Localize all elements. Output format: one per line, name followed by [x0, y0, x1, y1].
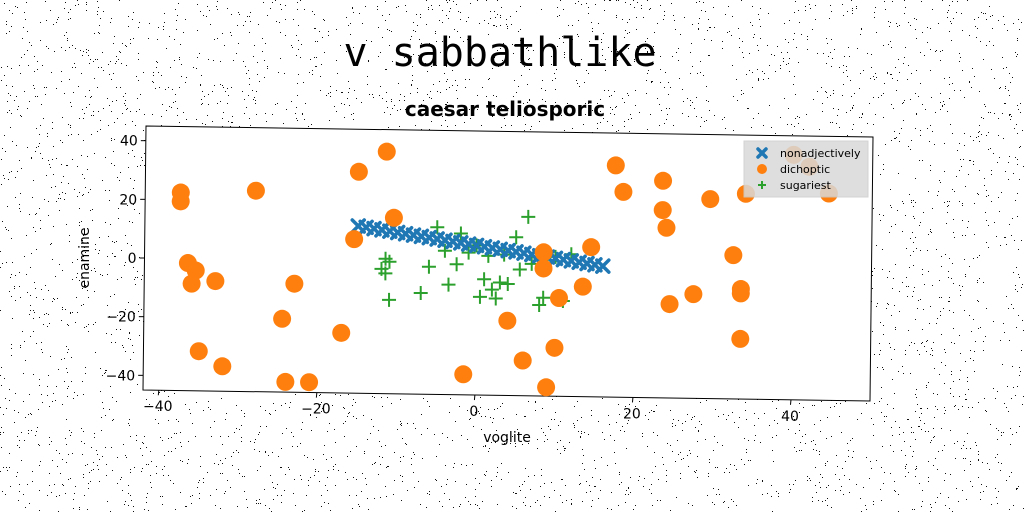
y-axis-label: enamine [77, 227, 93, 288]
data-point [213, 357, 232, 376]
x-tick-mark [315, 392, 318, 398]
data-point [382, 292, 397, 307]
data-point [477, 272, 492, 287]
data-point [701, 190, 720, 209]
chart-title: caesar teliosporic [405, 97, 605, 121]
x-tick-mark [789, 399, 792, 405]
data-point [378, 266, 393, 281]
legend-label: dichoptic [780, 163, 830, 176]
x-tick-mark [631, 397, 634, 403]
plot-area [142, 125, 874, 402]
x-axis-label: voglite [483, 430, 531, 446]
data-point [573, 277, 592, 296]
page-title: v sabbathlike [343, 30, 657, 76]
y-tick-label: 40 [120, 134, 138, 150]
data-point [549, 289, 568, 308]
legend-item: nonadjectively [756, 147, 861, 160]
data-point [437, 243, 452, 258]
axes-frame [142, 125, 874, 402]
x-tick-mark [157, 390, 160, 396]
series-dichoptic [171, 142, 838, 397]
data-point [384, 208, 403, 227]
axes: caesar teliosporic voglite enamine −40 −2… [77, 97, 799, 446]
y-tick-label: −20 [106, 310, 136, 326]
data-point [449, 257, 464, 272]
data-point [545, 338, 564, 357]
x-tick-mark [473, 394, 476, 401]
x-tick-label: −20 [301, 402, 331, 418]
data-point [724, 246, 743, 265]
data-point [492, 275, 507, 290]
data-point [500, 277, 515, 292]
data-point [595, 258, 611, 274]
data-point [731, 329, 750, 348]
data-point [453, 226, 468, 241]
legend-marker [757, 164, 767, 174]
data-point [349, 162, 368, 181]
data-point [532, 298, 547, 313]
data-point [461, 245, 476, 260]
data-marks [171, 142, 838, 397]
data-point [731, 284, 750, 303]
data-point [171, 192, 190, 211]
data-point [606, 156, 625, 175]
data-point [182, 274, 201, 293]
data-point [421, 259, 436, 274]
data-point [513, 351, 532, 370]
data-point [498, 311, 517, 330]
data-point [472, 289, 487, 304]
y-tick-label: 0 [128, 251, 137, 267]
legend-label: nonadjectively [780, 147, 861, 160]
data-point [345, 230, 364, 249]
data-point [285, 274, 304, 293]
data-point [536, 290, 551, 305]
data-point [488, 291, 503, 306]
y-tick-label: −40 [106, 368, 136, 384]
legend-marker [758, 181, 766, 189]
x-tick-label: 0 [469, 404, 478, 420]
data-point [300, 373, 319, 392]
data-point [430, 220, 445, 235]
data-point [657, 218, 676, 237]
data-point [206, 272, 225, 291]
data-point [454, 365, 473, 384]
data-point [413, 285, 428, 300]
data-point [654, 171, 673, 190]
data-point [382, 254, 397, 269]
data-point [509, 230, 524, 245]
legend-marker [756, 147, 768, 159]
data-point [537, 378, 556, 397]
x-tick-label: 20 [623, 406, 641, 422]
data-point [653, 201, 672, 220]
data-point [273, 309, 292, 328]
data-point [441, 277, 456, 292]
data-point [189, 342, 208, 361]
data-point [246, 181, 265, 200]
legend: nonadjectively dichoptic sugariest [743, 140, 869, 198]
data-point [660, 295, 679, 314]
data-point [512, 262, 527, 277]
data-point [534, 243, 553, 262]
legend-item: dichoptic [757, 163, 830, 176]
data-point [684, 285, 703, 304]
data-point [484, 282, 499, 297]
data-point [332, 323, 351, 342]
data-point [614, 182, 633, 201]
data-point [582, 238, 601, 257]
legend-item: sugariest [758, 179, 832, 192]
x-tick-label: 40 [781, 409, 799, 425]
y-tick-label: 20 [119, 192, 137, 208]
data-point [521, 209, 536, 224]
x-tick-label: −40 [143, 399, 173, 415]
data-point [377, 142, 396, 161]
data-point [276, 372, 295, 391]
data-point [534, 259, 553, 278]
legend-label: sugariest [780, 179, 832, 192]
